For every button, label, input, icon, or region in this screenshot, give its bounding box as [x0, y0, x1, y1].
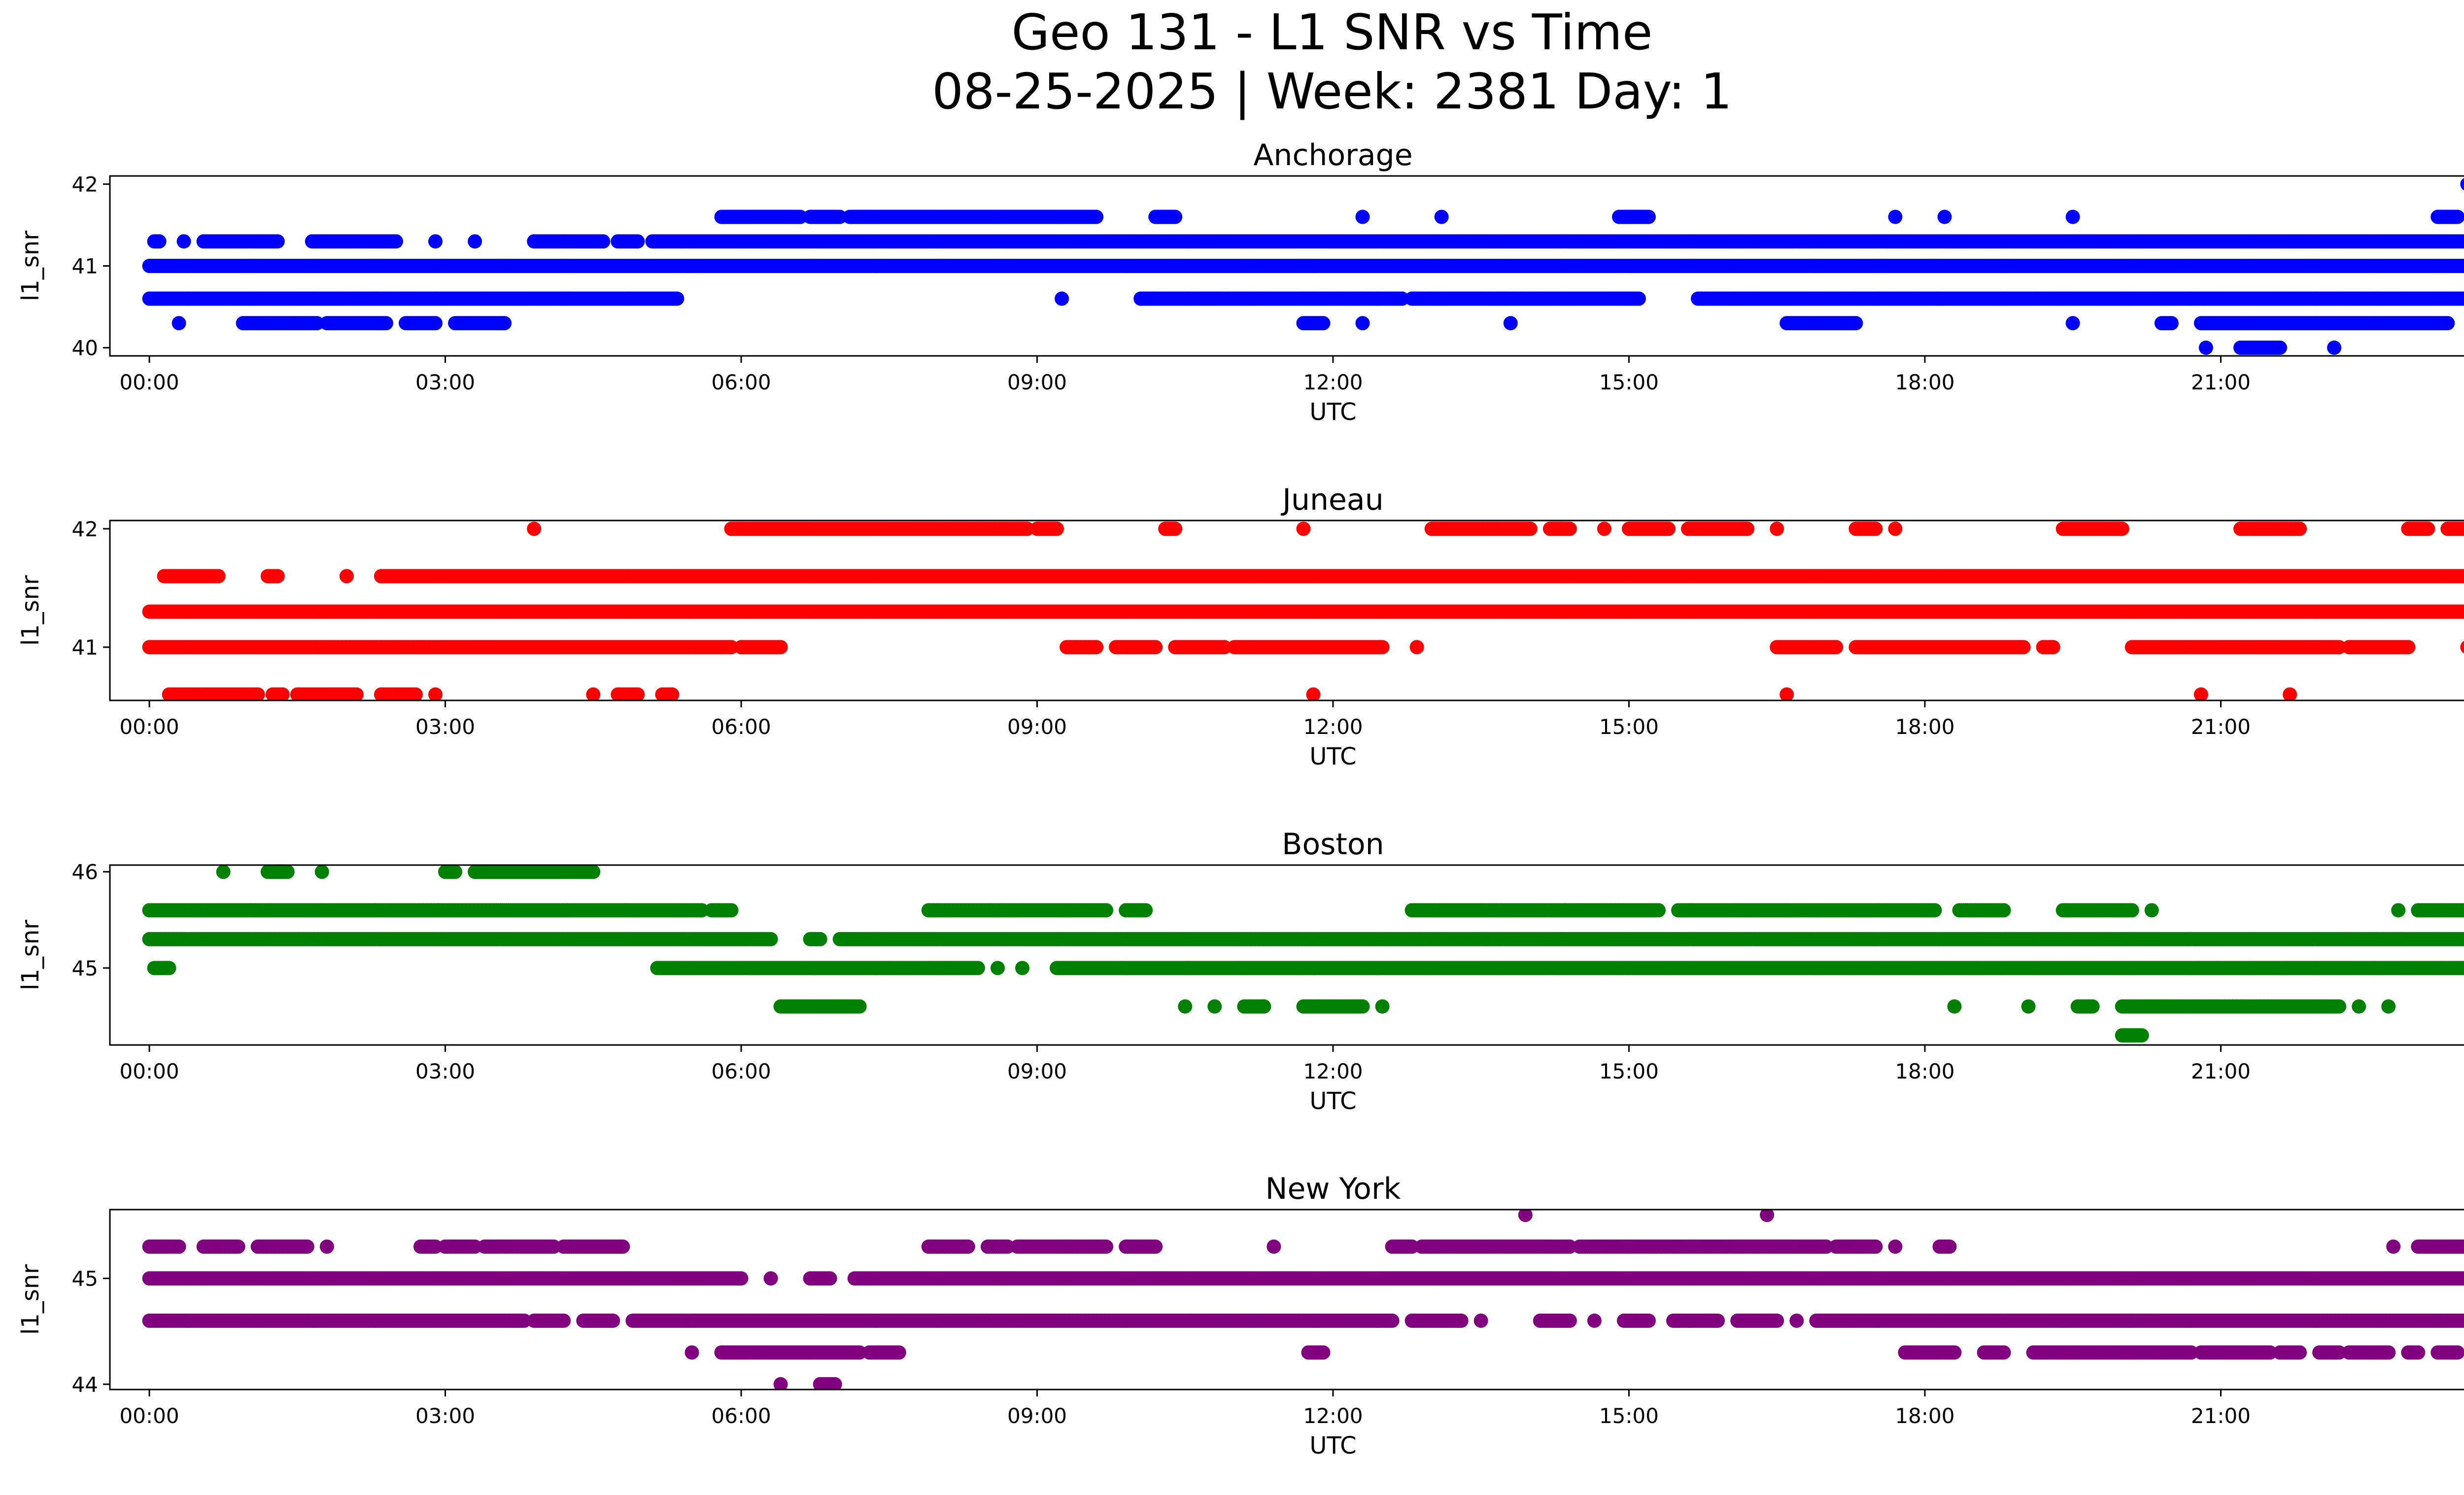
- data-point: [389, 234, 403, 249]
- data-points: [142, 522, 2464, 700]
- data-point: [2065, 316, 2080, 331]
- figure-title-line2: 08-25-2025 | Week: 2381 Day: 1: [932, 63, 1732, 120]
- data-point: [2164, 316, 2179, 331]
- data-point: [2460, 177, 2464, 191]
- data-points: [142, 177, 2464, 355]
- data-point: [1395, 291, 1409, 306]
- data-point: [630, 234, 645, 249]
- data-point: [1316, 316, 1331, 331]
- x-tick-label: 06:00: [712, 370, 771, 394]
- data-point: [171, 316, 186, 331]
- data-point: [152, 234, 167, 249]
- subplot-title: Anchorage: [1253, 138, 1412, 173]
- data-point: [1355, 209, 1370, 224]
- x-tick-label: 03:00: [415, 370, 475, 394]
- data-point: [596, 234, 611, 249]
- data-point: [2462, 294, 2464, 304]
- subplot-anchorage: Anchorage 00:00 03:00 06:00 09:00 12:00 15:00 1…: [17, 138, 2464, 426]
- data-point: [1937, 209, 1952, 224]
- data-point: [379, 316, 393, 331]
- data-point: [1888, 209, 1903, 224]
- data-point: [1848, 316, 1863, 331]
- data-point: [2327, 340, 2342, 355]
- x-tick-label: 00:00: [120, 370, 179, 394]
- data-point: [1642, 209, 1656, 224]
- x-tick-label: 21:00: [2191, 370, 2251, 394]
- data-point: [468, 234, 482, 249]
- subplot-title: Juneau: [1280, 483, 1383, 517]
- x-axis-label: UTC: [1309, 398, 1356, 426]
- data-point: [2450, 209, 2464, 224]
- data-point: [176, 234, 191, 249]
- data-point: [428, 234, 443, 249]
- data-point: [1355, 316, 1370, 331]
- x-tick-label: 15:00: [1599, 370, 1659, 394]
- figure-title-line1: Geo 131 - L1 SNR vs Time: [1012, 3, 1653, 61]
- data-point: [1089, 209, 1104, 224]
- data-point: [2462, 261, 2464, 271]
- x-tick-label: 09:00: [1007, 370, 1067, 394]
- data-point: [1503, 316, 1518, 331]
- data-point: [497, 316, 512, 331]
- y-tick-label: 42: [72, 173, 98, 197]
- data-point: [2065, 209, 2080, 224]
- data-point: [1055, 291, 1069, 306]
- data-point: [1434, 209, 1449, 224]
- data-point: [1632, 291, 1646, 306]
- data-point: [1168, 209, 1183, 224]
- data-point: [670, 291, 684, 306]
- data-point: [270, 234, 285, 249]
- data-point: [2273, 340, 2287, 355]
- data-point: [428, 316, 443, 331]
- y-tick-label: 40: [72, 336, 98, 360]
- x-tick-label: 18:00: [1895, 370, 1954, 394]
- y-axis-label: l1_snr: [17, 231, 44, 301]
- subplot-stack: Anchorage 00:00 03:00 06:00 09:00 12:00 15:00 1…: [17, 138, 2464, 1460]
- y-tick-label: 41: [72, 254, 98, 278]
- data-point: [2198, 340, 2213, 355]
- x-tick-label: 12:00: [1303, 370, 1363, 394]
- data-point: [2440, 316, 2455, 331]
